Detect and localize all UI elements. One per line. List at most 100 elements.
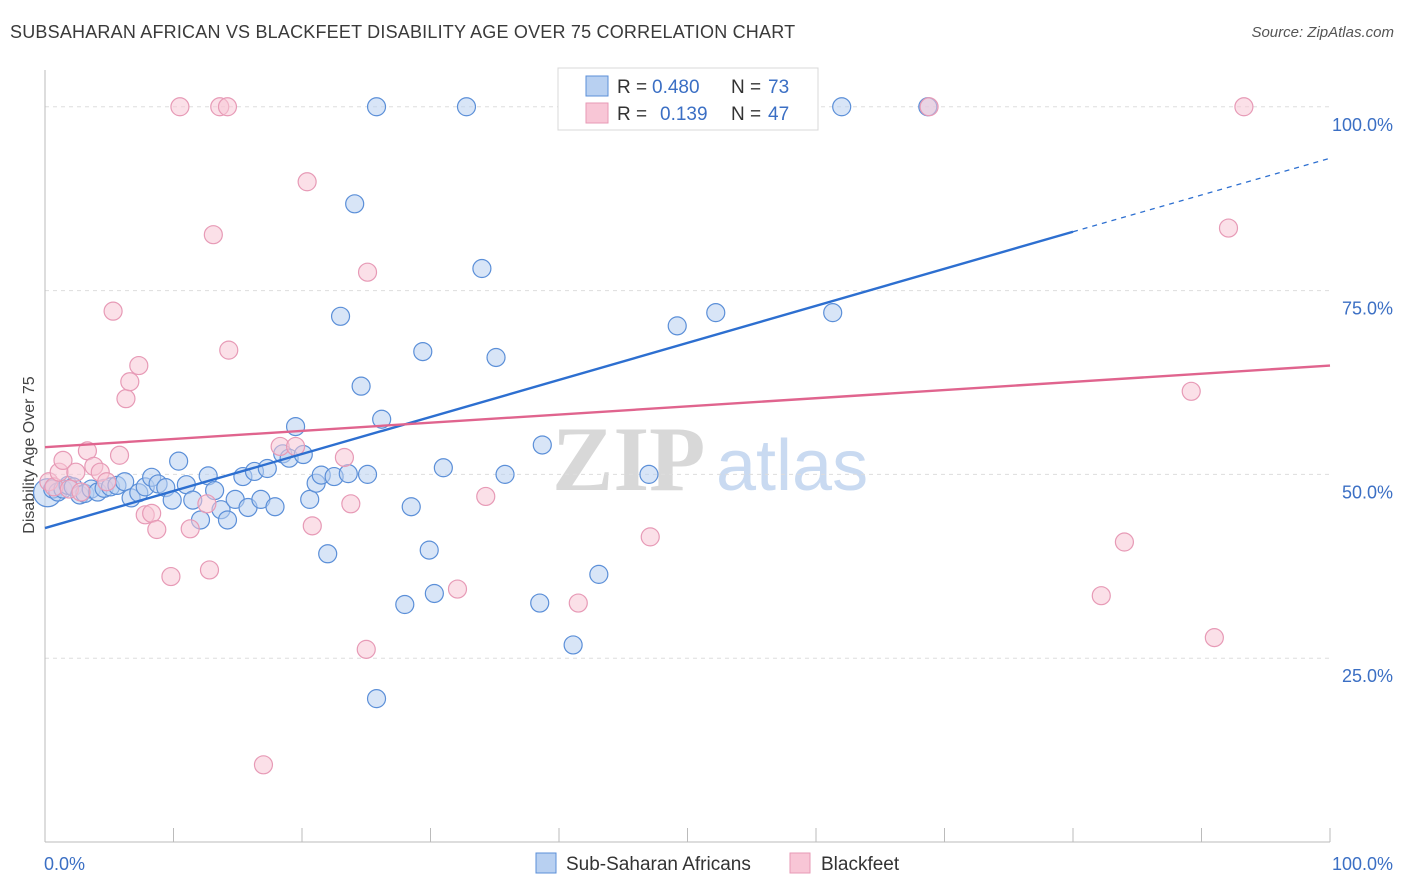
y-tick-label-75: 75.0%	[1342, 299, 1393, 319]
y-tick-label-100: 100.0%	[1332, 115, 1393, 135]
blackfeet-point-27	[219, 340, 239, 360]
blackfeet-point-26	[217, 97, 238, 117]
subsaharan-point-68	[667, 316, 687, 336]
legend-r-label-1: R =	[617, 77, 647, 98]
blackfeet-point-22	[197, 494, 217, 514]
subsaharan-point-49	[357, 464, 378, 484]
y-tick-label-50: 50.0%	[1342, 482, 1393, 502]
data-points	[32, 97, 1254, 775]
legend-r-value-1: 0.480	[652, 77, 700, 98]
subsaharan-point-62	[495, 464, 515, 484]
blackfeet-point-21	[180, 519, 200, 539]
blackfeet-point-28	[253, 755, 274, 775]
blackfeet-point-17	[142, 503, 162, 523]
subsaharan-point-52	[372, 409, 392, 429]
legend-swatch-pink	[585, 102, 609, 124]
blackfeet-point-18	[147, 519, 167, 540]
legend-n-value-2: 47	[768, 104, 789, 125]
blackfeet-point-30	[285, 436, 306, 457]
blackfeet-point-41	[919, 97, 939, 117]
subsaharan-point-55	[413, 341, 433, 362]
blackfeet-point-5	[66, 462, 86, 482]
subsaharan-point-53	[395, 594, 415, 615]
subsaharan-point-28	[217, 510, 238, 530]
subsaharan-point-71	[832, 97, 852, 117]
blackfeet-point-36	[357, 262, 378, 282]
blackfeet-point-11	[103, 301, 123, 321]
watermark: ZIP atlas	[552, 408, 868, 510]
blackfeet-point-34	[341, 494, 361, 514]
legend-swatch-blue	[585, 75, 609, 97]
stats-legend: R = 0.480 N = 73 R = 0.139 N = 47	[557, 67, 819, 131]
blackfeet-point-19	[161, 566, 181, 587]
series-legend-label-1: Sub-Saharan Africans	[566, 854, 751, 875]
blackfeet-point-20	[170, 97, 190, 117]
subsaharan-point-66	[589, 564, 609, 584]
blackfeet-point-32	[302, 516, 322, 536]
blackfeet-trend-line	[44, 364, 1331, 449]
subsaharan-point-70	[823, 303, 843, 323]
subsaharan-point-63	[532, 435, 552, 455]
subsaharan-point-67	[639, 464, 659, 484]
subsaharan-point-45	[330, 306, 351, 326]
blackfeet-point-44	[1181, 381, 1201, 401]
subsaharan-point-21	[169, 451, 189, 471]
blackfeet-point-40	[640, 527, 660, 547]
watermark-zip: ZIP	[552, 408, 705, 510]
subsaharan-point-51	[366, 689, 387, 709]
blackfeet-point-45	[1204, 628, 1224, 648]
subsaharan-point-59	[456, 97, 477, 117]
series-legend-swatch-2	[789, 852, 811, 874]
y-tick-label-25: 25.0%	[1342, 666, 1393, 686]
subsaharan-point-46	[338, 464, 358, 484]
y-axis-label: Disability Age Over 75	[21, 376, 38, 534]
legend-r-value-2: 0.139	[660, 104, 708, 125]
subsaharan-point-65	[563, 635, 583, 655]
legend-r-label-2: R =	[617, 104, 647, 125]
subsaharan-point-34	[257, 458, 277, 479]
x-tick-label-left: 0.0%	[44, 854, 85, 874]
blackfeet-point-10	[97, 472, 117, 492]
y-tick-labels: 25.0% 50.0% 75.0% 100.0%	[1332, 115, 1393, 686]
subsaharan-point-40	[300, 489, 320, 509]
subsaharan-point-61	[486, 347, 506, 368]
blackfeet-point-43	[1114, 532, 1135, 552]
blackfeet-point-38	[476, 486, 496, 507]
blackfeet-point-39	[568, 593, 588, 613]
legend-n-value-1: 73	[768, 77, 789, 98]
subsaharan-point-60	[472, 258, 492, 279]
subsaharan-point-69	[706, 303, 726, 323]
blackfeet-point-31	[297, 172, 317, 192]
legend-n-label-2: N =	[731, 104, 761, 125]
subsaharan-point-35	[265, 497, 285, 517]
subsaharan-point-56	[419, 540, 439, 560]
legend-n-label-1: N =	[731, 77, 761, 98]
blackfeet-point-47	[1234, 97, 1254, 117]
axes	[44, 70, 1331, 843]
subsaharan-trend-line	[44, 230, 1074, 530]
series-legend-swatch-1	[535, 852, 557, 874]
subsaharan-point-48	[351, 376, 371, 396]
subsaharan-trend-extension	[1072, 157, 1331, 233]
blackfeet-point-13	[116, 389, 136, 409]
blackfeet-point-37	[447, 579, 468, 599]
blackfeet-point-14	[120, 372, 140, 392]
series-legend-label-2: Blackfeet	[821, 854, 900, 875]
subsaharan-point-47	[345, 194, 365, 214]
series-legend: Sub-Saharan Africans Blackfeet	[535, 852, 900, 875]
blackfeet-point-46	[1218, 218, 1239, 238]
blackfeet-point-23	[199, 560, 220, 580]
blackfeet-point-33	[334, 447, 355, 468]
subsaharan-point-50	[366, 97, 387, 117]
subsaharan-point-38	[285, 416, 306, 437]
subsaharan-point-54	[401, 497, 421, 517]
subsaharan-point-64	[530, 593, 550, 613]
chart-source: Source: ZipAtlas.com	[1251, 24, 1394, 41]
chart-title: SUBSAHARAN AFRICAN VS BLACKFEET DISABILI…	[10, 22, 796, 42]
blackfeet-point-6	[71, 482, 91, 502]
watermark-atlas: atlas	[716, 426, 868, 506]
blackfeet-point-15	[129, 355, 149, 376]
subsaharan-point-58	[433, 458, 453, 478]
subsaharan-point-43	[318, 544, 338, 564]
